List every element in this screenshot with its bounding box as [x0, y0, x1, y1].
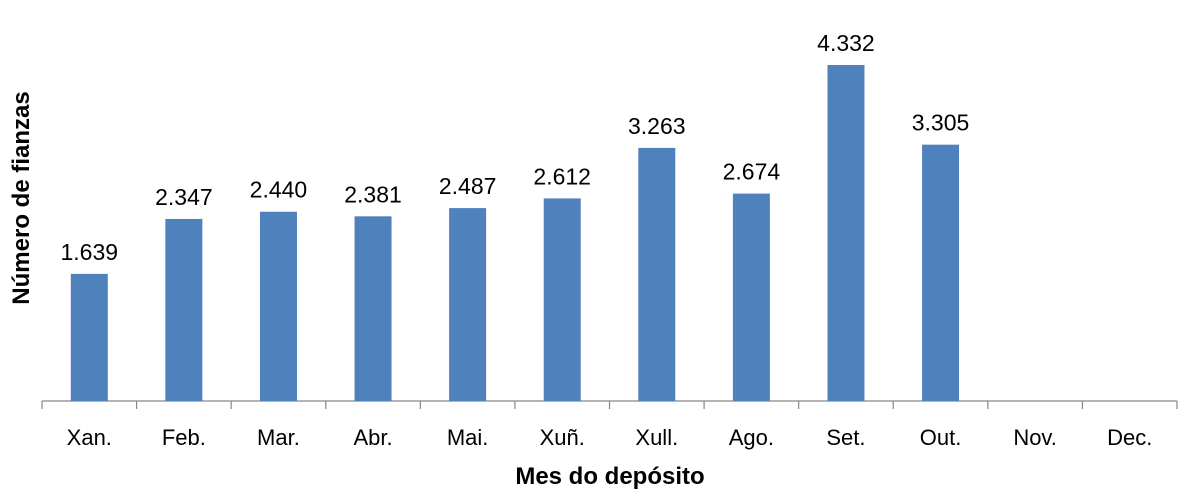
x-tick-label: Nov.: [1013, 425, 1057, 450]
x-tick-label: Set.: [826, 425, 865, 450]
x-tick-label: Abr.: [353, 425, 392, 450]
data-label: 3.263: [628, 113, 686, 139]
data-label: 2.612: [533, 163, 591, 189]
x-tick-label: Xull.: [635, 425, 678, 450]
data-label: 1.639: [61, 239, 119, 265]
x-tick-label: Feb.: [162, 425, 206, 450]
x-tick-label: Mai.: [447, 425, 489, 450]
bar: [259, 211, 297, 401]
data-label: 2.674: [723, 159, 781, 185]
data-label: 2.381: [344, 181, 402, 207]
bar: [70, 273, 108, 401]
bar: [732, 193, 770, 401]
x-tick-label: Out.: [920, 425, 962, 450]
x-tick-labels: Xan. Feb. Mar. Abr. Mai. Xuñ. Xull. Ago. Set. Out…: [67, 425, 1153, 450]
data-label: 4.332: [817, 30, 875, 56]
bar: [638, 147, 676, 401]
x-axis-title: Mes do depósito: [515, 463, 704, 490]
data-label: 3.305: [912, 110, 970, 136]
data-labels: 1.639 2.347 2.440 2.381 2.487 2.612 3.263 2.674…: [61, 30, 970, 265]
x-tick-label: Xuñ.: [540, 425, 585, 450]
data-label: 2.487: [439, 173, 497, 199]
x-axis: [41, 400, 1178, 409]
bars: [70, 65, 960, 402]
y-axis-title: Número de fianzas: [8, 91, 35, 304]
x-tick-label: Dec.: [1107, 425, 1152, 450]
bar: [827, 65, 865, 401]
bar: [543, 198, 581, 401]
bar: [922, 144, 960, 402]
bar: [165, 218, 203, 401]
x-tick-label: Xan.: [67, 425, 112, 450]
x-tick-label: Ago.: [729, 425, 774, 450]
x-tick-label: Mar.: [257, 425, 300, 450]
data-label: 2.347: [155, 184, 213, 210]
bar: [449, 208, 487, 401]
bar: [354, 216, 392, 401]
data-label: 2.440: [250, 177, 308, 203]
